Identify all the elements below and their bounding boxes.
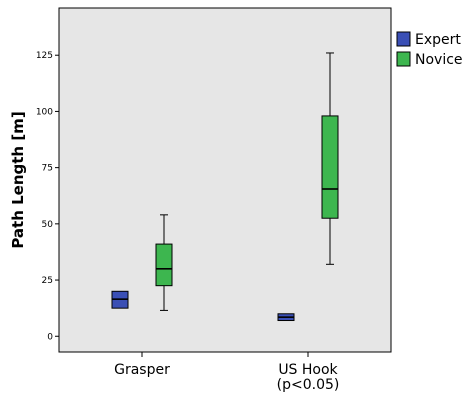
legend-swatch-expert [396,31,411,47]
y-axis: 0 25 50 75 100 125 [36,51,59,342]
x-category-label: Grasper [114,362,170,378]
box-expert-1 [277,313,295,322]
legend-swatch-novice [396,51,411,67]
y-axis-label: Path Length [m] [9,111,27,248]
y-tick-label: 0 [47,332,53,342]
x-category-label: (p<0.05) [277,377,340,393]
y-tick-label: 25 [42,276,53,286]
y-tick-label: 75 [42,164,53,174]
box-group [111,52,339,322]
legend-label-novice: Novice [415,52,463,68]
box-iqr [155,243,173,287]
plot-area [58,7,392,353]
box-novice-0 [155,214,173,311]
box-expert-0 [111,290,129,309]
box-novice-1 [321,52,339,265]
x-axis: Grasper US Hook(p<0.05) [114,352,339,393]
box-iqr [321,115,339,219]
legend: Expert Novice [396,31,463,68]
y-tick-label: 50 [42,220,54,230]
legend-label-expert: Expert [415,32,461,48]
y-tick-label: 125 [36,51,53,61]
y-tick-label: 100 [36,107,53,117]
x-category-label: US Hook [278,362,338,378]
